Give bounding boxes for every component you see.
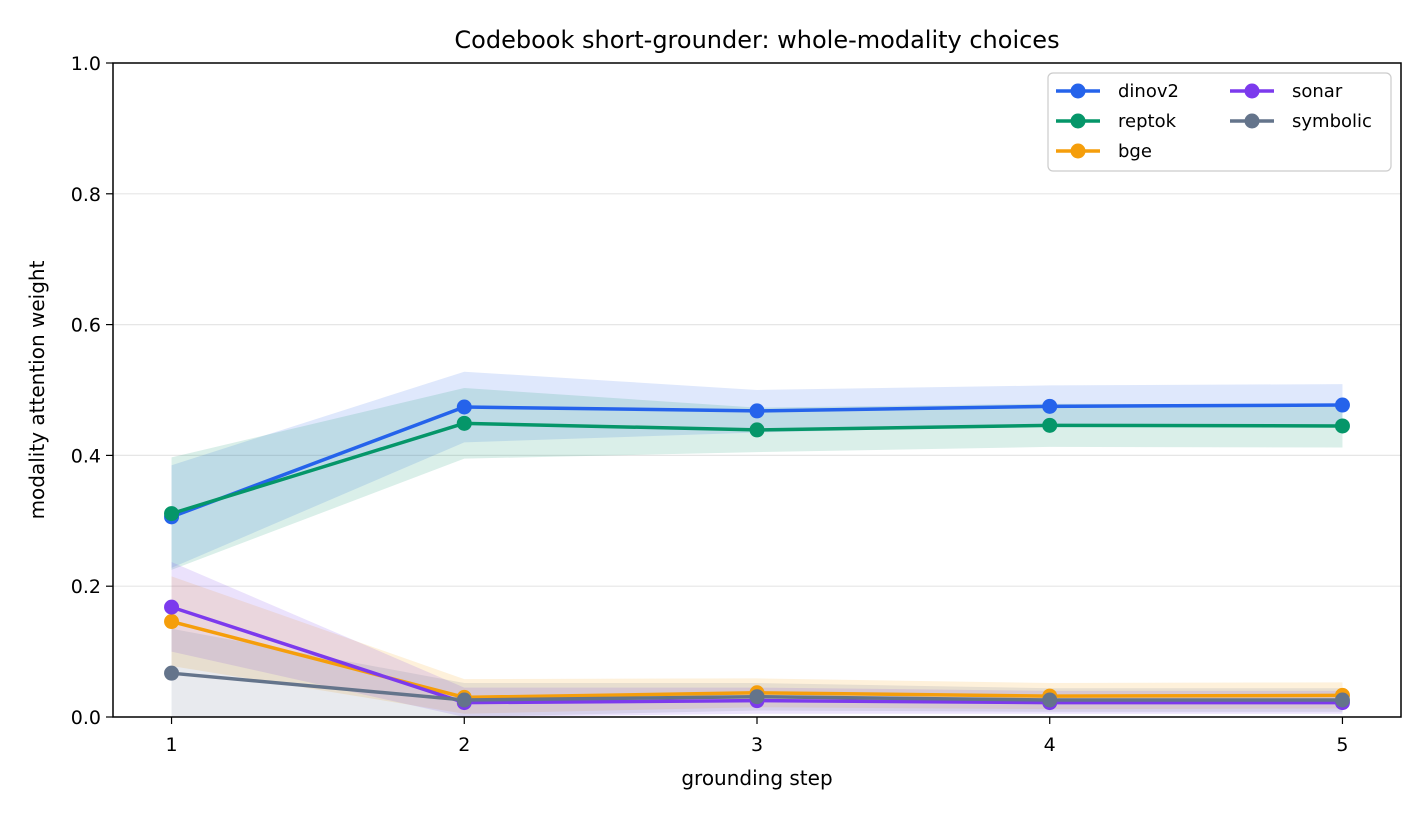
y-tick-label: 0.6 xyxy=(71,315,101,337)
y-tick-label: 0.2 xyxy=(71,576,101,598)
point-symbolic xyxy=(1334,692,1350,708)
legend-marker-sonar xyxy=(1244,83,1260,99)
x-tick-label: 1 xyxy=(165,734,177,756)
grid-lines xyxy=(113,193,1401,587)
legend-marker-reptok xyxy=(1070,113,1086,129)
legend: dinov2 sonar reptok symbolic bge xyxy=(1047,72,1392,172)
y-tick-label: 0.8 xyxy=(71,184,101,206)
x-tick-label: 5 xyxy=(1336,734,1348,756)
x-tick-label: 2 xyxy=(458,734,470,756)
y-axis-label: modality attention weight xyxy=(25,260,49,519)
y-tick-label: 0.0 xyxy=(71,707,101,729)
chart-title: Codebook short-grounder: whole-modality … xyxy=(454,26,1059,54)
legend-marker-symbolic xyxy=(1244,113,1260,129)
point-symbolic xyxy=(456,692,472,708)
legend-box xyxy=(1047,72,1392,172)
point-reptok xyxy=(164,506,180,522)
x-tick-label: 4 xyxy=(1044,734,1056,756)
band-reptok xyxy=(171,388,1343,570)
point-dinov2 xyxy=(1334,397,1350,413)
legend-label-reptok: reptok xyxy=(1118,111,1177,132)
y-tick-label: 0.4 xyxy=(71,445,101,467)
point-bge xyxy=(164,614,180,630)
point-reptok xyxy=(456,415,472,431)
band-bge xyxy=(171,576,1343,714)
y-tick-label: 1.0 xyxy=(71,53,101,75)
point-symbolic xyxy=(749,689,765,705)
point-reptok xyxy=(1042,417,1058,433)
point-symbolic xyxy=(1042,692,1058,708)
series-points xyxy=(164,397,1350,711)
legend-label-dinov2: dinov2 xyxy=(1118,81,1179,102)
point-dinov2 xyxy=(749,403,765,419)
legend-label-sonar: sonar xyxy=(1292,81,1343,102)
legend-marker-bge xyxy=(1070,143,1086,159)
x-tick-label: 3 xyxy=(751,734,763,756)
point-dinov2 xyxy=(1042,398,1058,414)
point-sonar xyxy=(164,599,180,615)
point-reptok xyxy=(749,422,765,438)
legend-label-bge: bge xyxy=(1118,141,1152,162)
legend-marker-dinov2 xyxy=(1070,83,1086,99)
x-axis-label: grounding step xyxy=(681,766,832,790)
point-dinov2 xyxy=(456,399,472,415)
axis-ticks: 0.0 0.2 0.4 0.6 0.8 1.0 1 2 3 4 5 xyxy=(71,53,1349,756)
legend-label-symbolic: symbolic xyxy=(1292,111,1372,132)
point-reptok xyxy=(1334,418,1350,434)
point-symbolic xyxy=(164,665,180,681)
